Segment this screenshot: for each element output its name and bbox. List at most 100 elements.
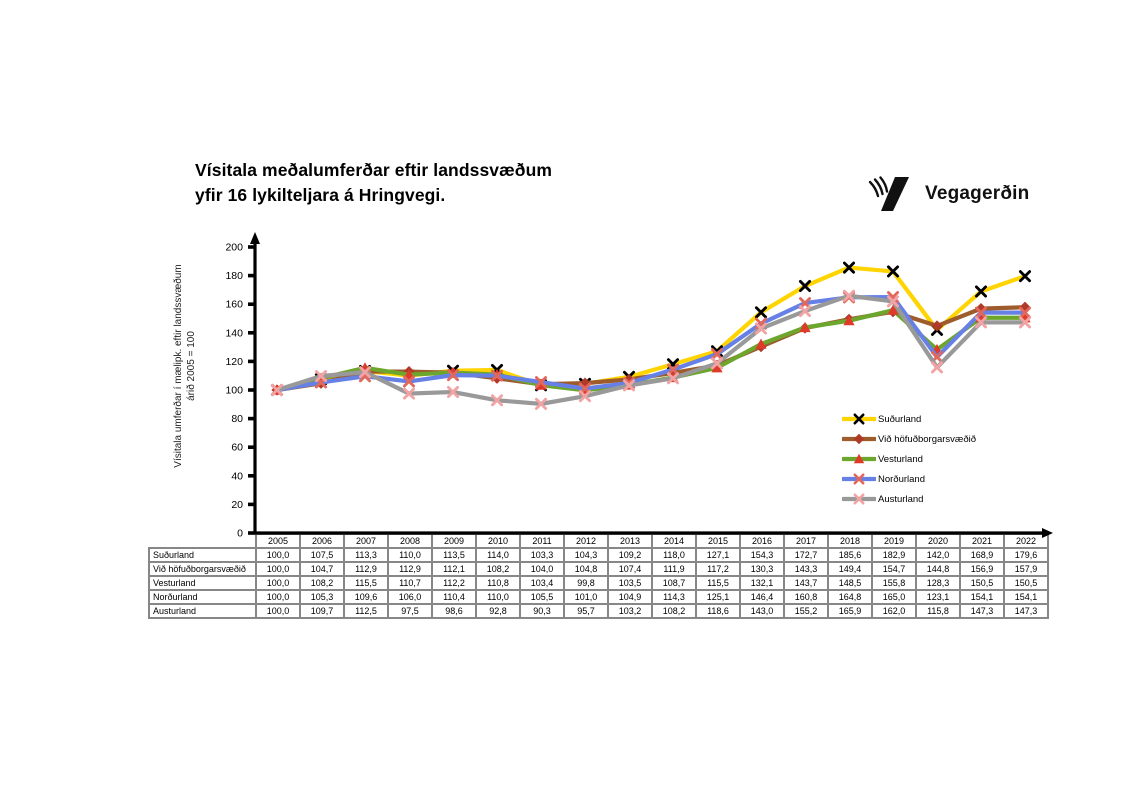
table-value-cell: 113,5 <box>431 547 477 563</box>
table-value-cell: 114,0 <box>475 547 521 563</box>
table-value-cell: 104,0 <box>519 561 565 577</box>
table-value-cell: 104,8 <box>563 561 609 577</box>
table-value-cell: 156,9 <box>959 561 1005 577</box>
table-value-cell: 155,2 <box>783 603 829 619</box>
data-point-x-marker <box>622 379 636 392</box>
table-year-cell: 2007 <box>343 533 389 549</box>
data-point-x-marker <box>446 364 460 377</box>
data-point-x-marker <box>842 291 856 304</box>
table-year-cell: 2018 <box>827 533 873 549</box>
data-point-triangle-marker <box>315 372 327 383</box>
data-point-x-marker <box>1018 306 1032 319</box>
y-axis-title-line1: Vísitala umferðar í mælipk. eftir landss… <box>173 264 184 468</box>
data-point-x-marker <box>666 363 680 376</box>
table-value-cell: 95,7 <box>563 603 609 619</box>
table-value-cell: 100,0 <box>255 575 301 591</box>
table-value-cell: 128,3 <box>915 575 961 591</box>
table-value-cell: 108,2 <box>651 603 697 619</box>
data-point-x-marker <box>710 345 724 358</box>
table-value-cell: 112,1 <box>431 561 477 577</box>
legend-label: Vesturland <box>878 453 923 465</box>
table-year-cell: 2017 <box>783 533 829 549</box>
chart-title: Vísitala meðalumferðar eftir landssvæðum… <box>195 158 715 208</box>
data-point-diamond-marker <box>315 377 327 389</box>
data-point-diamond-marker <box>623 373 635 386</box>
table-value-cell: 160,8 <box>783 589 829 605</box>
table-value-cell: 147,3 <box>1003 603 1049 619</box>
table-value-cell: 104,7 <box>299 561 345 577</box>
series-austurland <box>270 289 1032 410</box>
y-axis-tick-mark <box>248 474 255 478</box>
series-line <box>274 305 1028 393</box>
table-value-cell: 149,4 <box>827 561 873 577</box>
legend-swatch <box>842 413 876 425</box>
table-year-cell: 2022 <box>1003 533 1049 549</box>
table-row: Vesturland 100,0 108,2 115,5 110,7 112,2 110,8… <box>148 575 1049 591</box>
table-value-cell: 107,4 <box>607 561 653 577</box>
table-value-cell: 107,5 <box>299 547 345 563</box>
vegagerdin-logo: Vegagerðin <box>868 176 1029 212</box>
table-value-cell: 100,0 <box>255 603 301 619</box>
data-point-triangle-marker <box>447 366 459 378</box>
table-value-cell: 117,2 <box>695 561 741 577</box>
table-value-cell: 92,8 <box>475 603 521 619</box>
table-value-cell: 104,3 <box>563 547 609 563</box>
legend-item-austurland: Austurland <box>842 489 976 509</box>
table-row-label: Við höfuðborgarsvæðið <box>148 561 257 577</box>
data-point-x-marker <box>358 370 372 383</box>
table-value-cell: 154,1 <box>1003 589 1049 605</box>
table-year-header-row: 2005 2006 2007 2008 2009 2010 2011 2012 2013 2014… <box>149 533 1049 549</box>
table-year-cell: 2021 <box>959 533 1005 549</box>
table-value-cell: 182,9 <box>871 547 917 563</box>
table-value-cell: 110,4 <box>431 589 477 605</box>
table-value-cell: 106,0 <box>387 589 433 605</box>
table-value-cell: 150,5 <box>959 575 1005 591</box>
y-axis-tick-label: 100 <box>225 385 243 397</box>
table-value-cell: 146,4 <box>739 589 785 605</box>
series-vi-h-fu-borgarsv-i- <box>271 301 1031 396</box>
table-value-cell: 111,9 <box>651 561 697 577</box>
table-value-cell: 105,3 <box>299 589 345 605</box>
table-value-cell: 147,3 <box>959 603 1005 619</box>
chart-title-line2: yfir 16 lykilteljara á Hringvegi. <box>195 185 446 205</box>
table-value-cell: 108,2 <box>475 561 521 577</box>
y-axis-tick-label: 80 <box>231 413 243 425</box>
data-point-x-marker <box>974 306 988 319</box>
data-point-triangle-marker <box>491 368 503 380</box>
data-point-x-marker <box>974 285 988 298</box>
table-value-cell: 100,0 <box>255 561 301 577</box>
data-point-x-marker <box>490 394 504 407</box>
table-value-cell: 154,3 <box>739 547 785 563</box>
data-point-x-marker <box>622 370 636 383</box>
table-value-cell: 108,7 <box>651 575 697 591</box>
data-point-x-marker <box>754 306 768 319</box>
data-point-diamond-marker <box>843 313 855 325</box>
y-axis-tick-label: 160 <box>225 299 243 311</box>
table-value-cell: 103,5 <box>607 575 653 591</box>
data-point-diamond-marker <box>535 378 547 390</box>
table-value-cell: 185,6 <box>827 547 873 563</box>
vegagerdin-logo-icon <box>868 176 916 212</box>
table-year-cell: 2020 <box>915 533 961 549</box>
data-point-x-marker <box>1018 270 1032 283</box>
table-row-label: Suðurland <box>148 547 257 563</box>
legend-label: Norðurland <box>878 473 925 485</box>
data-point-x-marker <box>842 261 856 274</box>
data-point-x-marker <box>578 390 592 403</box>
table-corner-spacer <box>149 534 256 548</box>
data-point-x-marker <box>358 366 372 379</box>
table-value-cell: 108,2 <box>299 575 345 591</box>
data-point-x-marker <box>853 473 865 485</box>
data-point-x-marker <box>754 317 768 330</box>
table-value-cell: 115,8 <box>915 603 961 619</box>
table-value-cell: 103,3 <box>519 547 565 563</box>
data-point-diamond-marker <box>667 367 679 379</box>
legend-label: Austurland <box>878 493 924 505</box>
data-point-triangle-marker <box>623 379 635 390</box>
data-point-x-marker <box>314 376 328 389</box>
table-value-cell: 157,9 <box>1003 561 1049 577</box>
data-point-x-marker <box>402 375 416 388</box>
table-row-label: Norðurland <box>148 589 257 605</box>
table-value-cell: 115,5 <box>695 575 741 591</box>
data-point-triangle-marker <box>359 362 371 373</box>
